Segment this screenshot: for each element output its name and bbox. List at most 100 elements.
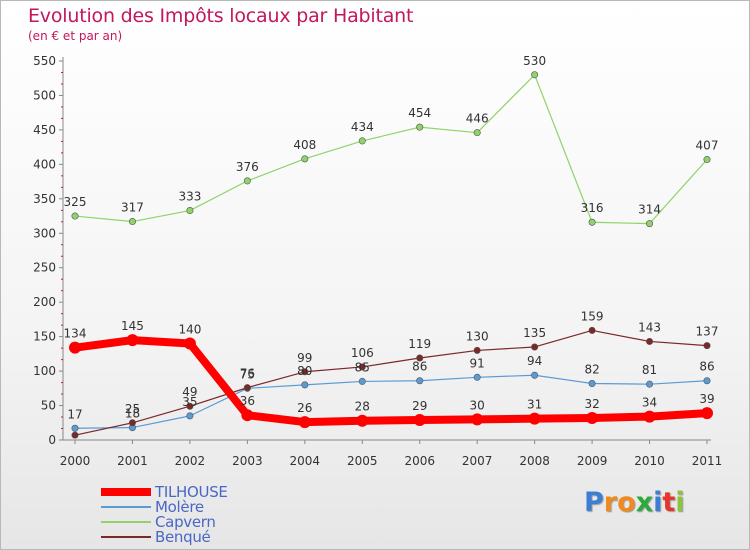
data-point xyxy=(646,337,654,345)
legend-swatch xyxy=(101,506,151,508)
data-point xyxy=(471,413,484,426)
y-tick-label: 150 xyxy=(33,330,56,344)
x-tick-label: 2004 xyxy=(290,454,321,468)
data-point xyxy=(243,177,251,185)
y-tick-label: 250 xyxy=(33,261,56,275)
data-point xyxy=(416,354,424,362)
data-label: 18 xyxy=(125,407,140,421)
legend-label: Molère xyxy=(155,498,204,516)
legend-label: TILHOUSE xyxy=(155,483,228,501)
data-label: 30 xyxy=(470,398,485,412)
data-point xyxy=(358,377,366,385)
data-label: 135 xyxy=(523,326,546,340)
data-label: 86 xyxy=(412,360,427,374)
data-label: 91 xyxy=(470,356,485,370)
data-point xyxy=(646,380,654,388)
data-label: 99 xyxy=(297,351,312,365)
data-label: 333 xyxy=(178,190,201,204)
data-label: 454 xyxy=(408,106,431,120)
y-tick-label: 450 xyxy=(33,123,56,137)
x-tick-label: 2007 xyxy=(462,454,493,468)
data-point xyxy=(703,377,711,385)
data-label: 86 xyxy=(699,360,714,374)
data-label: 408 xyxy=(293,138,316,152)
y-tick-label: 400 xyxy=(33,157,56,171)
x-tick-label: 2005 xyxy=(347,454,378,468)
data-point xyxy=(301,381,309,389)
data-label: 143 xyxy=(638,320,661,334)
logo-letter: r xyxy=(603,487,618,518)
data-label: 434 xyxy=(351,120,374,134)
proxiti-logo: Proxiti xyxy=(584,487,685,518)
x-tick-label: 2006 xyxy=(404,454,435,468)
data-label: 134 xyxy=(64,327,87,341)
chart-subtitle: (en € et par an) xyxy=(28,29,123,43)
data-label: 82 xyxy=(584,362,599,376)
data-point xyxy=(128,419,136,427)
data-label: 49 xyxy=(182,385,197,399)
data-label: 314 xyxy=(638,203,661,217)
legend-swatch xyxy=(101,521,151,523)
data-label: 76 xyxy=(240,367,255,381)
data-point xyxy=(301,368,309,376)
data-point xyxy=(71,424,79,432)
data-label: 81 xyxy=(642,363,657,377)
x-tick-label: 2002 xyxy=(175,454,206,468)
y-tick-label: 300 xyxy=(33,226,56,240)
series-line xyxy=(74,74,708,225)
legend-swatch xyxy=(101,536,151,538)
data-label: 106 xyxy=(351,346,374,360)
data-point xyxy=(646,220,654,228)
legend-label: Capvern xyxy=(155,513,216,531)
x-tick-label: 2011 xyxy=(692,454,723,468)
data-point xyxy=(643,410,656,423)
data-point xyxy=(126,334,139,347)
data-label: 17 xyxy=(67,407,82,421)
data-point xyxy=(473,373,481,381)
chart-title: Evolution des Impôts locaux par Habitant xyxy=(28,5,414,27)
data-point xyxy=(186,207,194,215)
data-label: 35 xyxy=(182,395,197,409)
data-label: 446 xyxy=(466,112,489,126)
data-point xyxy=(71,212,79,220)
logo-letter: o xyxy=(617,487,636,518)
x-tick-label: 2003 xyxy=(232,454,263,468)
data-label: 28 xyxy=(355,400,370,414)
data-label: 317 xyxy=(121,201,144,215)
data-point xyxy=(531,343,539,351)
data-point xyxy=(703,156,711,164)
data-label: 140 xyxy=(178,323,201,337)
y-tick-label: 50 xyxy=(41,399,56,413)
data-point xyxy=(358,363,366,371)
y-tick-label: 500 xyxy=(33,88,56,102)
data-label: 145 xyxy=(121,319,144,333)
data-label: 407 xyxy=(696,139,719,153)
data-point xyxy=(356,414,369,427)
x-tick-label: 2000 xyxy=(60,454,91,468)
x-tick-label: 2001 xyxy=(117,454,148,468)
data-label: 137 xyxy=(696,325,719,339)
data-point xyxy=(416,377,424,385)
data-label: 26 xyxy=(297,401,312,415)
data-point xyxy=(473,129,481,137)
data-label: 36 xyxy=(240,394,255,408)
logo-letter: i xyxy=(653,487,663,518)
data-point xyxy=(586,411,599,424)
data-point xyxy=(69,341,81,354)
legend-label: Benqué xyxy=(155,528,211,546)
data-point xyxy=(531,71,539,79)
data-label: 130 xyxy=(466,329,489,343)
data-label: 31 xyxy=(527,398,542,412)
data-label: 376 xyxy=(236,160,259,174)
data-point xyxy=(701,407,713,420)
series-line xyxy=(71,336,711,427)
data-point xyxy=(703,342,711,350)
data-point xyxy=(531,371,539,379)
data-label: 119 xyxy=(408,337,431,351)
data-point xyxy=(301,155,309,163)
data-point xyxy=(588,326,596,334)
data-point xyxy=(358,137,366,145)
data-point xyxy=(528,412,541,425)
